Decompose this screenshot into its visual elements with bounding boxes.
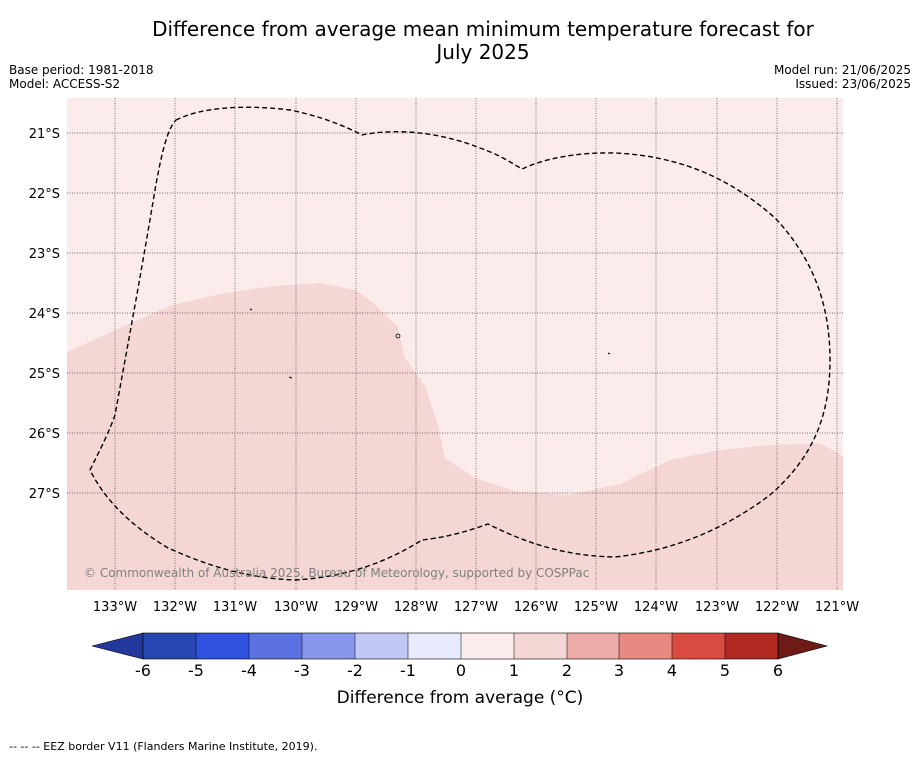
colorbar-tick-labels: -6 -5 -4 -3 -2 -1 0 1 2 3 4 5 6	[135, 661, 783, 680]
base-period: Base period: 1981-2018	[9, 63, 154, 77]
colorbar-segment	[302, 633, 355, 659]
colorbar-segment	[143, 633, 196, 659]
copyright-text: © Commonwealth of Australia 2025, Bureau…	[84, 566, 589, 580]
lat-label: 27°S	[29, 487, 60, 502]
colorbar-label: Difference from average (°C)	[336, 688, 584, 708]
colorbar-segment	[355, 633, 408, 659]
island-3	[288, 376, 293, 379]
cb-tick: 2	[562, 661, 572, 680]
issued-date: Issued: 23/06/2025	[795, 77, 911, 91]
lat-gridlines	[67, 132, 843, 494]
colorbar-frame	[142, 632, 779, 660]
cb-tick: -1	[400, 661, 416, 680]
colorbar-segment	[196, 633, 249, 659]
lon-label: 130°W	[274, 600, 318, 615]
colorbar-segment	[672, 633, 725, 659]
island-2	[395, 333, 401, 339]
lon-label: 123°W	[695, 600, 739, 615]
lat-label: 26°S	[29, 427, 60, 442]
colorbar-segment	[249, 633, 302, 659]
lon-label: 129°W	[334, 600, 378, 615]
cb-tick: 6	[773, 661, 783, 680]
lat-label: 21°S	[29, 127, 60, 142]
cb-tick: 4	[667, 661, 677, 680]
cb-tick: -3	[294, 661, 310, 680]
cb-tick: -2	[347, 661, 363, 680]
colorbar-segment	[514, 633, 567, 659]
lon-label: 122°W	[755, 600, 799, 615]
island-1	[249, 308, 253, 311]
lat-tick-labels: 21°S 22°S 23°S 24°S 25°S 26°S 27°S	[29, 127, 60, 502]
cb-tick: -4	[241, 661, 257, 680]
colorbar-high-extend	[777, 632, 829, 660]
lon-label: 121°W	[815, 600, 859, 615]
cb-tick: -6	[135, 661, 151, 680]
lon-label: 127°W	[454, 600, 498, 615]
lat-label: 24°S	[29, 307, 60, 322]
colorbar-segment	[619, 633, 672, 659]
colorbar-segment	[567, 633, 619, 659]
cb-tick: 5	[720, 661, 730, 680]
colorbar	[91, 632, 829, 660]
lat-label: 23°S	[29, 247, 60, 262]
model-run: Model run: 21/06/2025	[773, 63, 911, 77]
colorbar-segment	[725, 633, 778, 659]
model-name: Model: ACCESS-S2	[9, 77, 121, 91]
meta-right: Model run: 21/06/2025 Issued: 23/06/2025	[774, 63, 911, 91]
colorbar-segment	[461, 633, 514, 659]
cb-tick: 0	[456, 661, 466, 680]
meta-left: Base period: 1981-2018 Model: ACCESS-S2	[9, 63, 154, 91]
cb-tick: 3	[614, 661, 624, 680]
lon-gridlines	[114, 98, 838, 590]
title-line-1: Difference from average mean minimum tem…	[152, 17, 814, 41]
lat-label: 22°S	[29, 187, 60, 202]
lon-label: 132°W	[153, 600, 197, 615]
colorbar-low-extend	[91, 632, 144, 660]
lat-label: 25°S	[29, 367, 60, 382]
lon-tick-labels: 133°W 132°W 131°W 130°W 129°W 128°W 127°…	[93, 600, 859, 615]
map-title: Difference from average mean minimum tem…	[0, 18, 919, 64]
cb-tick: -5	[188, 661, 204, 680]
zone-1-2-region	[67, 283, 843, 590]
lon-label: 131°W	[213, 600, 257, 615]
lon-label: 124°W	[634, 600, 678, 615]
lon-label: 128°W	[394, 600, 438, 615]
lon-label: 125°W	[574, 600, 618, 615]
colorbar-segment	[408, 633, 461, 659]
lon-label: 126°W	[514, 600, 558, 615]
eez-border	[89, 106, 831, 581]
title-line-2: July 2025	[436, 40, 530, 64]
cb-tick: 1	[509, 661, 519, 680]
lon-label: 133°W	[93, 600, 137, 615]
eez-footer-note: -- -- -- EEZ border V11 (Flanders Marine…	[9, 740, 318, 753]
island-4	[607, 352, 611, 355]
